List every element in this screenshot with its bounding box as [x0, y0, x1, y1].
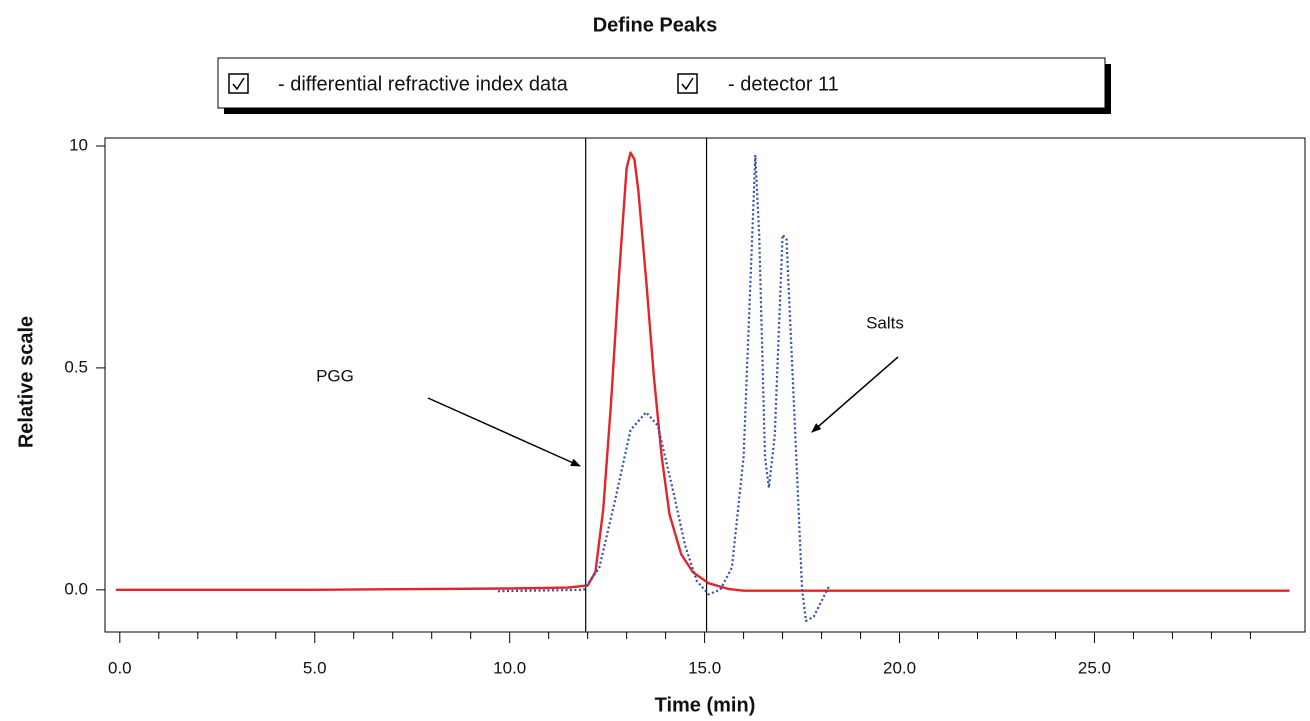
x-tick-label: 5.0 [303, 658, 327, 677]
chart-title: Define Peaks [593, 14, 718, 36]
x-tick-label: 25.0 [1078, 658, 1111, 677]
x-tick-label: 15.0 [688, 658, 721, 677]
y-tick-label: 10 [69, 135, 88, 154]
checkbox[interactable] [228, 73, 249, 94]
legend-label: - detector 11 [728, 73, 839, 95]
series-line [497, 153, 831, 622]
y-axis-label: Relative scale [15, 316, 37, 448]
checkbox[interactable] [677, 73, 698, 94]
annotation: Salts [866, 313, 904, 332]
legend [217, 57, 1106, 109]
x-axis-label: Time (min) [655, 694, 756, 716]
arrow [427, 397, 581, 467]
arrow [811, 356, 899, 433]
plot-frame [104, 137, 1306, 633]
y-tick-label: 0.5 [64, 357, 88, 376]
series-line [115, 151, 1290, 592]
x-tick-label: 20.0 [883, 658, 916, 677]
x-tick-label: 0.0 [108, 658, 132, 677]
y-tick-label: 0.0 [64, 579, 88, 598]
annotation: PGG [316, 366, 354, 385]
x-tick-label: 10.0 [493, 658, 526, 677]
legend-label: - differential refractive index data [278, 73, 569, 95]
